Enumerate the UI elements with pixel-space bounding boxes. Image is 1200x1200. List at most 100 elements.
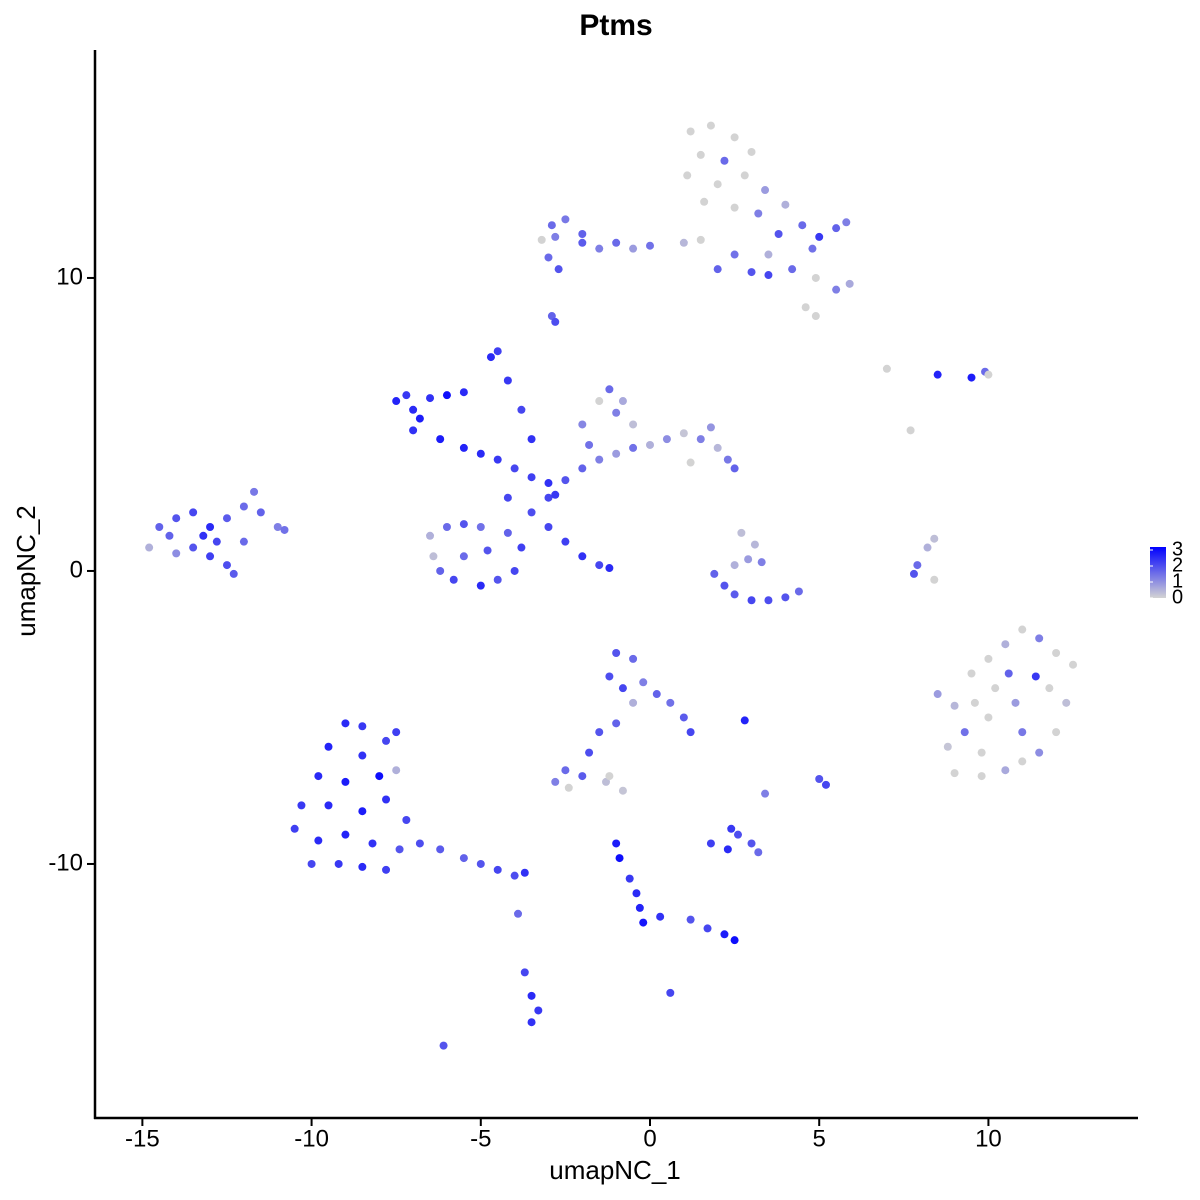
cell-point [439,1041,448,1050]
x-tick-label: 10 [975,1125,1002,1152]
cell-point [476,859,485,868]
cell-point [710,569,719,578]
cell-point [991,684,1000,693]
cell-point [632,889,641,898]
cell-point [605,385,614,394]
cell-point [459,520,468,529]
cell-point [324,742,333,751]
cell-point [730,250,739,259]
cell-point [375,772,384,781]
cell-point [189,543,198,552]
cell-point [605,772,614,781]
cell-point [578,420,587,429]
points [145,121,1078,1050]
cell-point [882,364,891,373]
colorbar [1150,547,1166,598]
cell-point [845,279,854,288]
cell-point [666,698,675,707]
cell-point [764,250,773,259]
cell-point [595,244,604,253]
cell-point [297,801,306,810]
cell-point [646,440,655,449]
x-tick-label: -10 [294,1125,329,1152]
cell-point [239,537,248,546]
cell-point [409,426,418,435]
cell-point [750,540,759,549]
cell-point [544,479,553,488]
cell-point [811,312,820,321]
cell-point [700,197,709,206]
cell-point [544,493,553,502]
cell-point [723,455,732,464]
cell-point [493,575,502,584]
cell-point [551,317,560,326]
cell-point [747,839,756,848]
cell-point [551,777,560,786]
cell-point [578,230,587,239]
cell-point [561,537,570,546]
cell-point [544,523,553,532]
cell-point [449,575,458,584]
cell-point [476,523,485,532]
cell-point [815,774,824,783]
cell-point [527,508,536,517]
cell-point [578,464,587,473]
x-tick-label: -5 [470,1125,491,1152]
cell-point [1052,728,1061,737]
x-tick-label: 5 [813,1125,826,1152]
cell-point [510,871,519,880]
cell-point [656,912,665,921]
cell-point [798,221,807,230]
cell-point [730,561,739,570]
cell-point [930,534,939,543]
cell-point [551,490,560,499]
cell-point [720,581,729,590]
cell-point [476,449,485,458]
cell-point [679,429,688,438]
cell-point [358,862,367,871]
cell-point [730,133,739,142]
cell-point [561,215,570,224]
cell-point [970,698,979,707]
cell-point [510,464,519,473]
cell-point [747,596,756,605]
cell-point [1052,649,1061,658]
cell-point [493,455,502,464]
cell-point [747,268,756,277]
cell-point [723,845,732,854]
cell-point [754,209,763,218]
cell-point [950,769,959,778]
cell-point [639,678,648,687]
cell-point [314,772,323,781]
cell-point [757,558,766,567]
cell-point [578,238,587,247]
cell-point [341,719,350,728]
cell-point [534,1006,543,1015]
cell-point [747,147,756,156]
cell-point [612,719,621,728]
cell-point [402,816,411,825]
cell-point [720,156,729,165]
cell-point [520,968,529,977]
cell-point [703,924,712,933]
y-tick-label: -10 [48,849,83,876]
cell-point [639,918,648,927]
cell-point [821,780,830,789]
cell-point [307,859,316,868]
cell-point [483,546,492,555]
cell-point [517,405,526,414]
cell-point [740,716,749,725]
cell-point [415,839,424,848]
cell-point [358,751,367,760]
cell-point [358,807,367,816]
cell-point [815,232,824,241]
cell-point [696,150,705,159]
cell-point [415,414,424,423]
cell-point [155,523,164,532]
cell-point [618,397,627,406]
cell-point [811,273,820,282]
cell-point [436,845,445,854]
y-tick-label: 10 [56,263,83,290]
cell-point [382,795,391,804]
